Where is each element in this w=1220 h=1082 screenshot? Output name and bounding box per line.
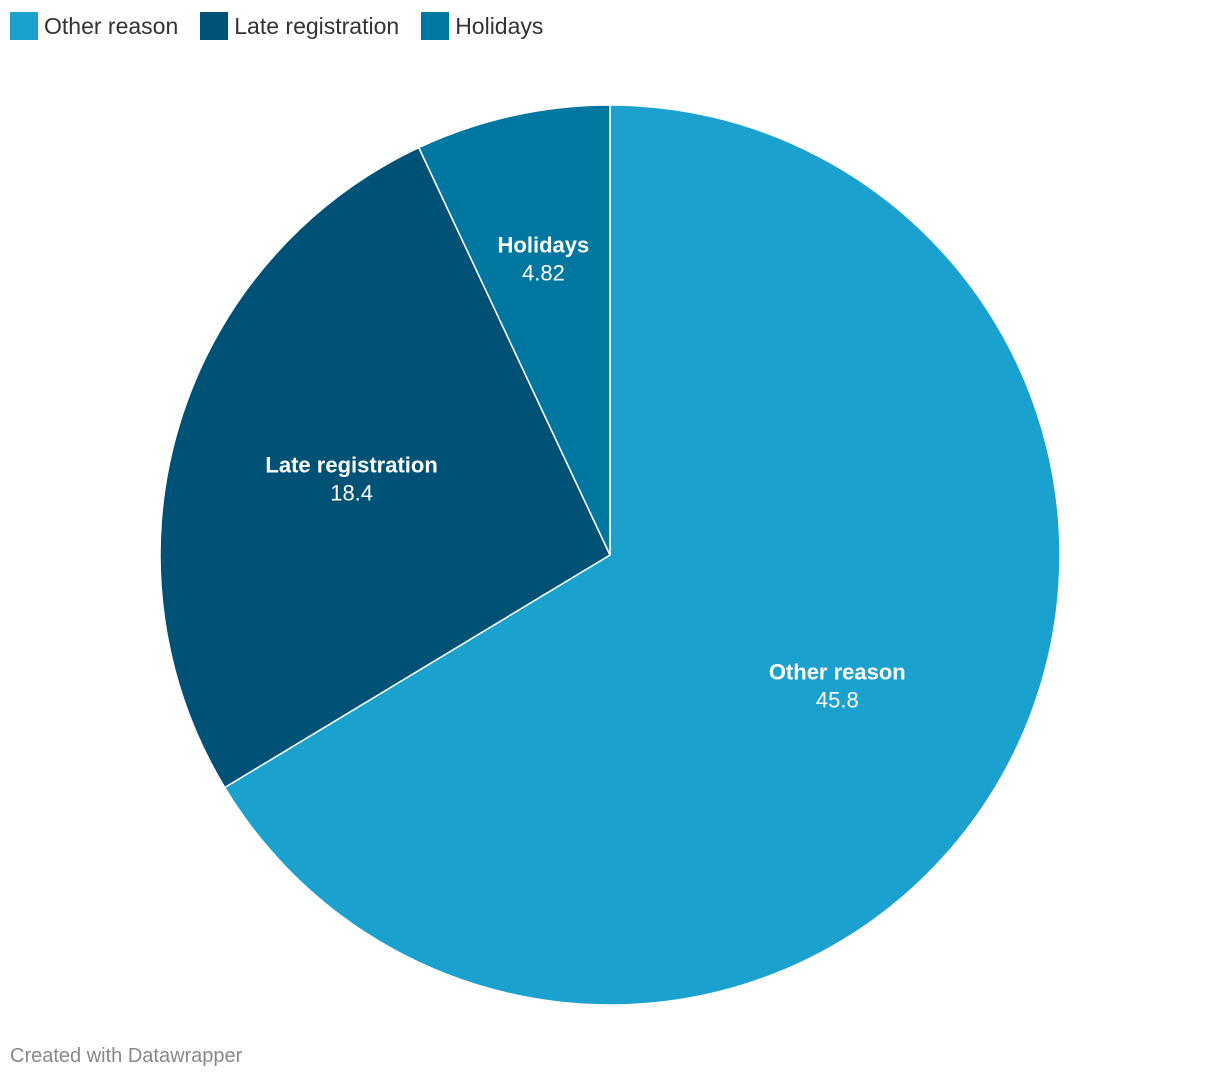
pie-labels: Other reason 45.8 Late registration 18.4 Hol… [265, 232, 905, 712]
legend-item-other-reason: Other reason [10, 12, 178, 40]
slice-value-late-registration: 18.4 [330, 481, 373, 506]
legend-label-late-registration: Late registration [234, 13, 400, 39]
legend-item-holidays: Holidays [421, 12, 543, 40]
credit-text: Created with Datawrapper [10, 1045, 243, 1067]
slice-label-other-reason: Other reason [769, 659, 906, 684]
legend-label-holidays: Holidays [455, 13, 544, 39]
pie-slice-holidays [418, 104, 611, 556]
slice-label-holidays: Holidays [498, 232, 590, 257]
chart-legend: Other reason Late registration Holidays [10, 12, 543, 40]
pie-slice-other-reason [223, 104, 1061, 1006]
legend-item-late-registration: Late registration [200, 12, 399, 40]
pie-slice-late-registration [159, 146, 611, 789]
slice-label-late-registration: Late registration [265, 453, 437, 478]
legend-label-other-reason: Other reason [44, 13, 179, 39]
pie-chart: Other reason 45.8 Late registration 18.4 Hol… [159, 104, 1061, 1006]
legend-swatch-holidays [421, 12, 450, 40]
legend-swatch-late-registration [200, 12, 229, 40]
legend-swatch-other-reason [10, 12, 38, 40]
slice-value-other-reason: 45.8 [816, 687, 859, 712]
pie-slices [159, 104, 1061, 1006]
slice-value-holidays: 4.82 [522, 260, 565, 285]
